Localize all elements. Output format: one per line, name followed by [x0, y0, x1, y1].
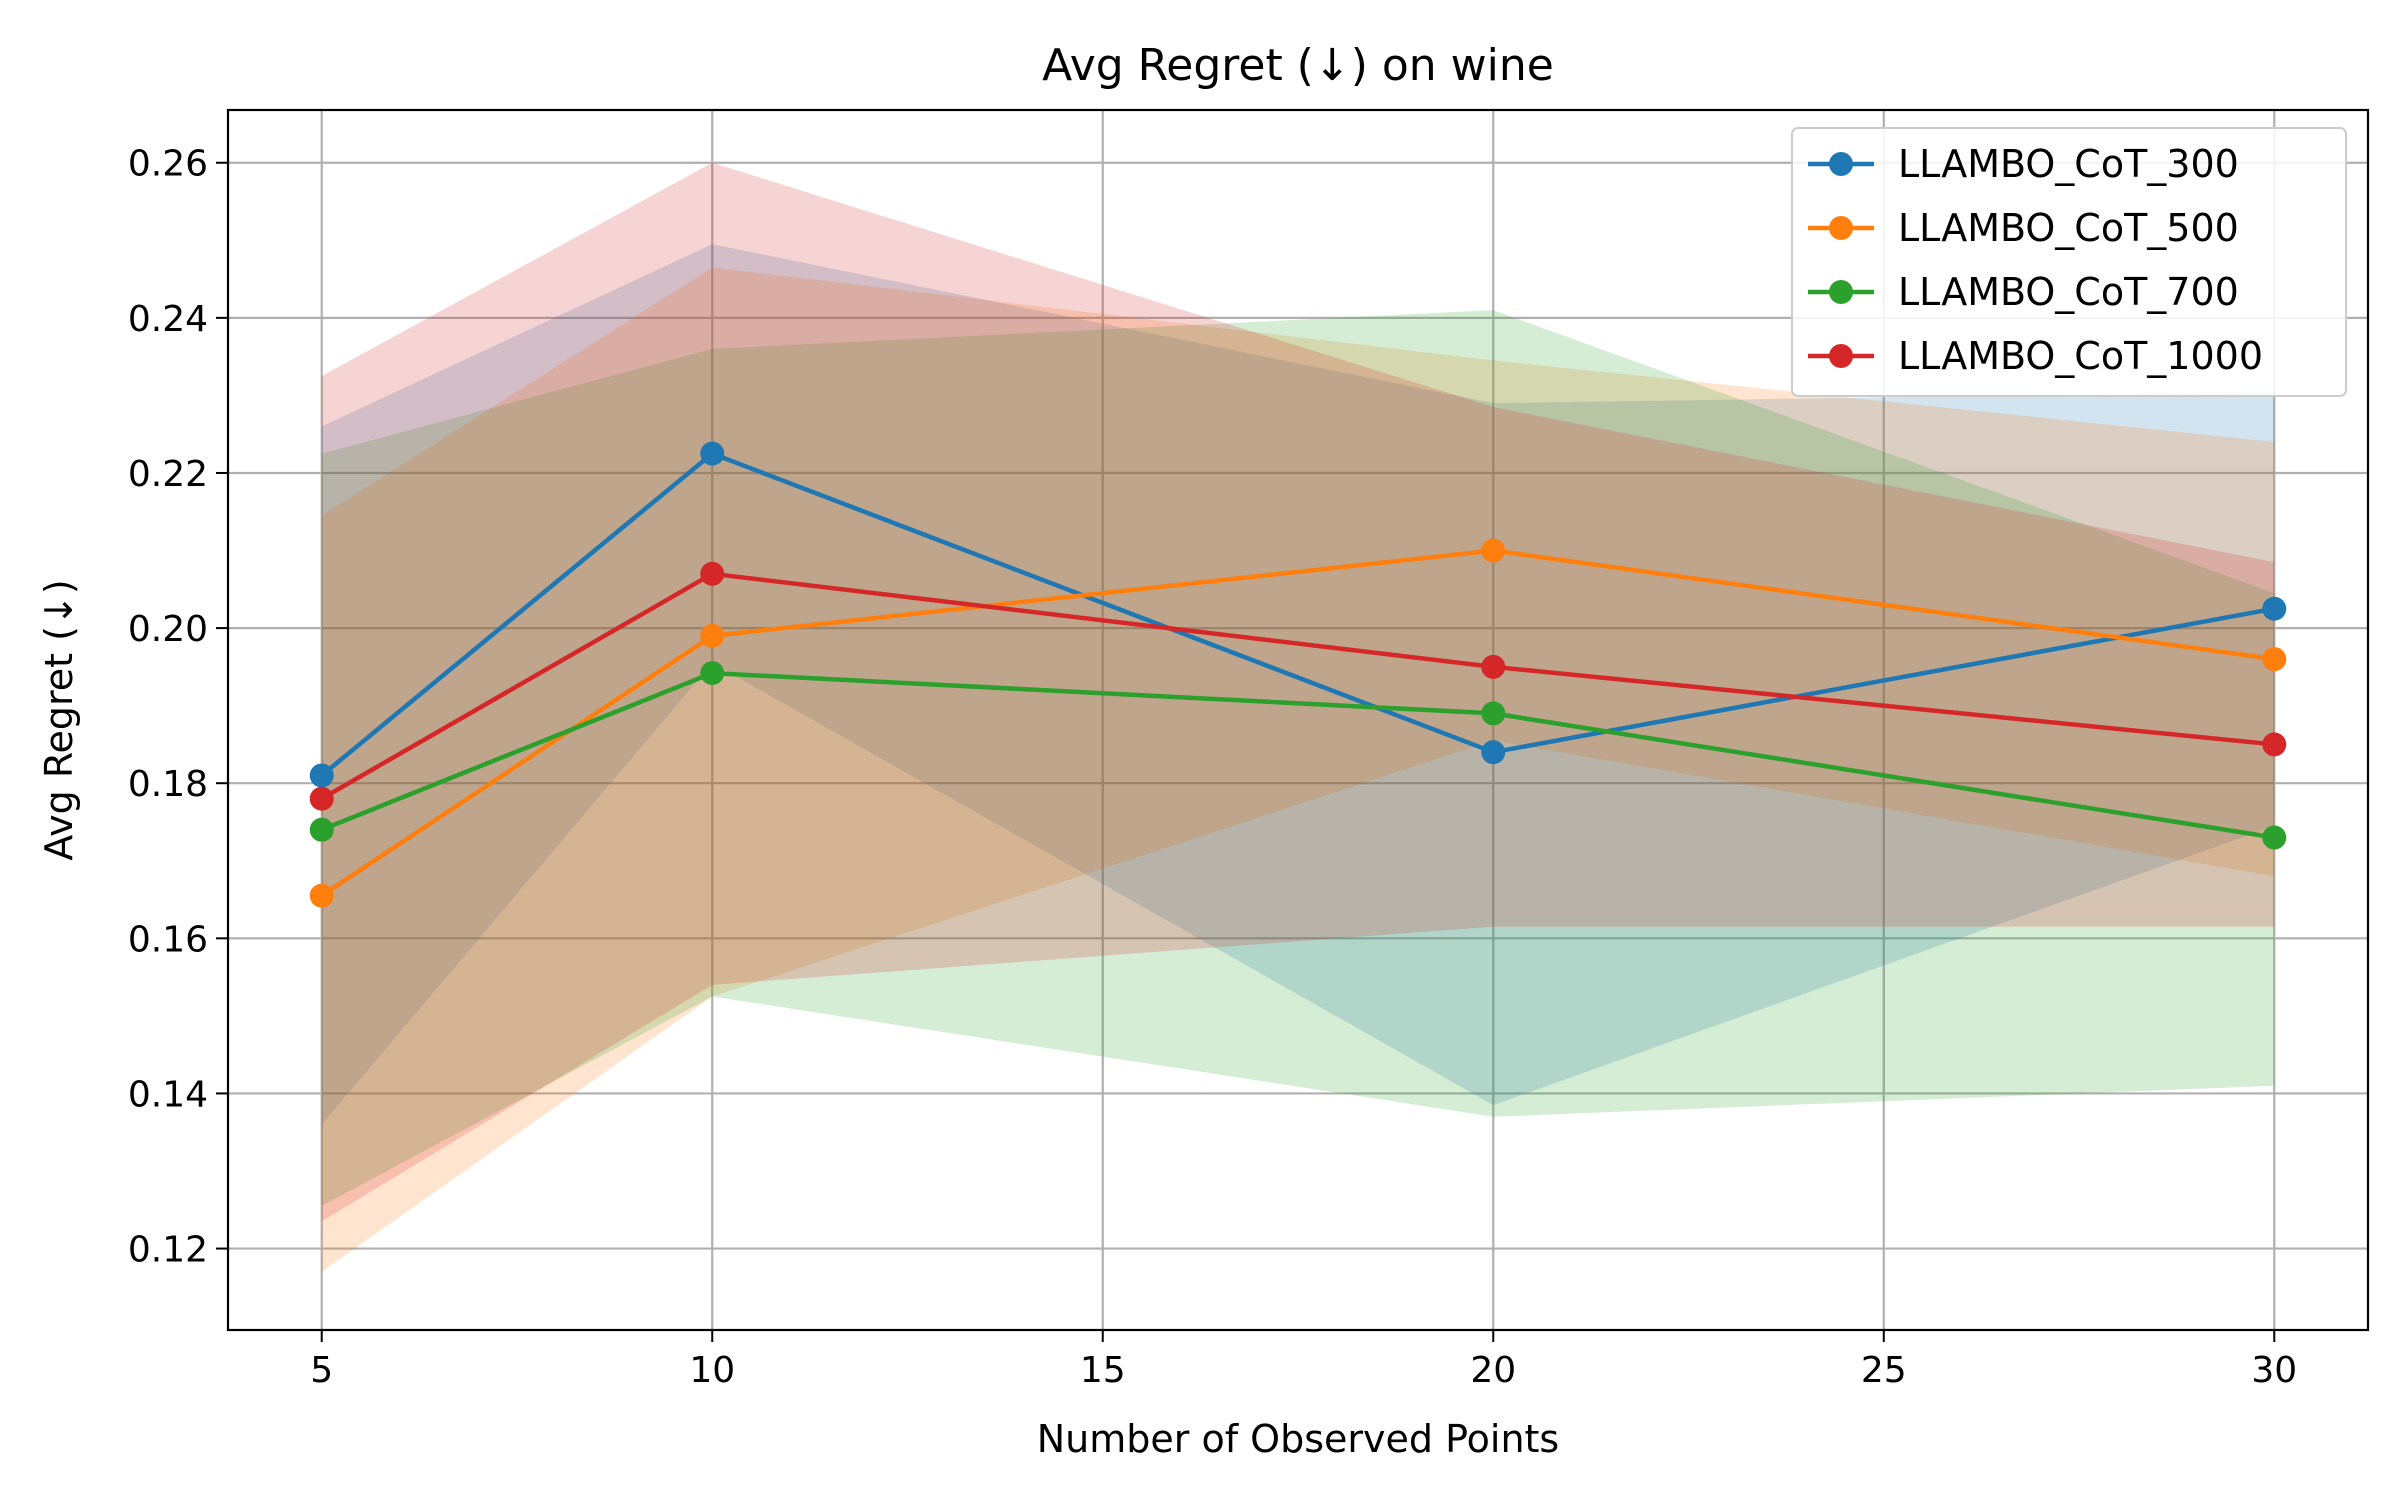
data-point-LLAMBO_CoT_300 — [309, 763, 334, 788]
series-lines — [320, 451, 2275, 898]
legend: LLAMBO_CoT_300 LLAMBO_CoT_500 LLAMBO_CoT_7… — [1791, 127, 2347, 397]
band-LLAMBO_CoT_700 — [321, 310, 2275, 1206]
data-point-LLAMBO_CoT_500 — [1481, 538, 1506, 563]
plot-frame — [226, 108, 2370, 1332]
y-tick-label: 0.20 — [128, 609, 208, 650]
legend-box — [1791, 127, 2347, 397]
y-axis-label: Avg Regret (↓) — [37, 579, 81, 860]
y-tick-label: 0.22 — [128, 454, 208, 495]
data-point-LLAMBO_CoT_700 — [2262, 825, 2287, 850]
x-tick-label: 5 — [310, 1350, 333, 1391]
data-point-LLAMBO_CoT_300 — [2262, 596, 2287, 621]
series-line-LLAMBO_CoT_1000 — [320, 571, 2275, 801]
y-tick-label: 0.26 — [128, 144, 208, 185]
y-tick-label: 0.14 — [128, 1074, 208, 1115]
legend-label: LLAMBO_CoT_300 — [1898, 142, 2239, 186]
x-tick-label: 30 — [2251, 1350, 2297, 1391]
data-points — [309, 441, 2287, 908]
data-point-LLAMBO_CoT_500 — [700, 623, 725, 648]
x-tick-label: 15 — [1080, 1350, 1126, 1391]
data-point-LLAMBO_CoT_700 — [309, 817, 334, 842]
band-LLAMBO_CoT_300 — [321, 244, 2275, 1125]
axis-ticks: 5 10 15 20 25 30 0.12 0.14 0.16 0.18 0.20 0.22 0.24 0… — [128, 144, 2297, 1391]
x-axis-label: Number of Observed Points — [1037, 1417, 1559, 1461]
legend-swatch-marker — [1829, 216, 1853, 240]
series-line-LLAMBO_CoT_300 — [320, 451, 2275, 778]
y-tick-label: 0.24 — [128, 299, 208, 340]
legend-swatch-marker — [1829, 280, 1853, 304]
data-point-LLAMBO_CoT_300 — [700, 441, 725, 466]
data-point-LLAMBO_CoT_500 — [309, 883, 334, 908]
legend-swatch-marker — [1829, 344, 1853, 368]
data-point-LLAMBO_CoT_1000 — [700, 561, 725, 586]
series-line-LLAMBO_CoT_500 — [320, 548, 2275, 898]
legend-label: LLAMBO_CoT_1000 — [1898, 334, 2263, 378]
band-LLAMBO_CoT_500 — [321, 267, 2275, 1272]
chart-title: Avg Regret (↓) on wine — [1042, 40, 1554, 91]
x-tick-label: 20 — [1470, 1350, 1516, 1391]
data-point-LLAMBO_CoT_1000 — [1481, 654, 1506, 679]
legend-swatch-marker — [1829, 152, 1853, 176]
series-line-LLAMBO_CoT_700 — [320, 670, 2275, 840]
y-tick-label: 0.18 — [128, 764, 208, 805]
legend-label: LLAMBO_CoT_500 — [1898, 206, 2239, 250]
confidence-bands — [321, 162, 2275, 1272]
data-point-LLAMBO_CoT_300 — [1481, 740, 1506, 765]
x-tick-label: 10 — [689, 1350, 735, 1391]
y-tick-label: 0.12 — [128, 1230, 208, 1271]
band-LLAMBO_CoT_1000 — [321, 162, 2275, 1222]
data-point-LLAMBO_CoT_700 — [1481, 701, 1506, 726]
grid-lines — [228, 110, 2368, 1330]
data-point-LLAMBO_CoT_1000 — [2262, 732, 2287, 757]
data-point-LLAMBO_CoT_1000 — [309, 786, 334, 811]
legend-label: LLAMBO_CoT_700 — [1898, 270, 2239, 314]
x-tick-label: 25 — [1861, 1350, 1907, 1391]
y-tick-label: 0.16 — [128, 919, 208, 960]
data-point-LLAMBO_CoT_500 — [2262, 647, 2287, 672]
data-point-LLAMBO_CoT_700 — [700, 661, 725, 686]
